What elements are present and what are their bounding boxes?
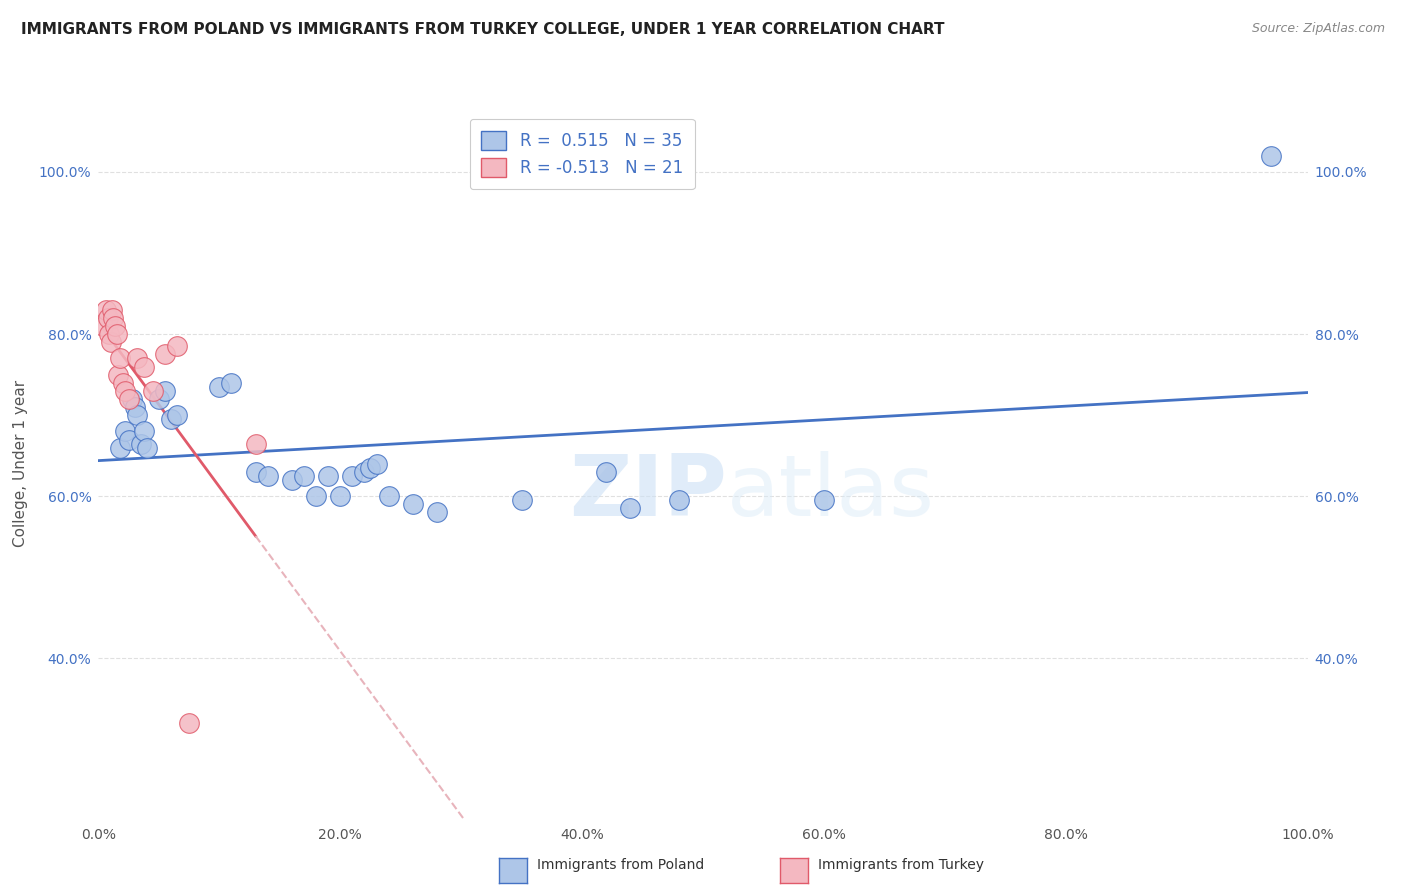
Y-axis label: College, Under 1 year: College, Under 1 year xyxy=(13,380,28,548)
Point xyxy=(292,469,315,483)
Point xyxy=(245,436,267,450)
Point xyxy=(595,465,617,479)
Point xyxy=(281,473,304,487)
Text: atlas: atlas xyxy=(727,450,935,534)
Point xyxy=(124,400,146,414)
Point xyxy=(402,497,425,511)
Point xyxy=(305,489,328,503)
Point xyxy=(668,493,690,508)
Point xyxy=(135,441,157,455)
Point xyxy=(813,493,835,508)
Point xyxy=(208,380,231,394)
Point xyxy=(94,302,117,317)
Point xyxy=(153,384,176,398)
Point xyxy=(91,318,114,333)
Point xyxy=(108,441,131,455)
Point xyxy=(179,716,201,731)
Point xyxy=(134,359,156,374)
Point xyxy=(114,425,136,439)
Point xyxy=(148,392,170,406)
Point xyxy=(353,465,375,479)
Point xyxy=(360,461,382,475)
Point xyxy=(114,384,136,398)
Text: Immigrants from Poland: Immigrants from Poland xyxy=(537,858,704,872)
Text: Immigrants from Turkey: Immigrants from Turkey xyxy=(818,858,984,872)
Text: IMMIGRANTS FROM POLAND VS IMMIGRANTS FROM TURKEY COLLEGE, UNDER 1 YEAR CORRELATI: IMMIGRANTS FROM POLAND VS IMMIGRANTS FRO… xyxy=(21,22,945,37)
Point xyxy=(619,501,641,516)
Point xyxy=(108,351,131,366)
Point xyxy=(121,392,143,406)
Point xyxy=(510,493,533,508)
Legend: R =  0.515   N = 35, R = -0.513   N = 21: R = 0.515 N = 35, R = -0.513 N = 21 xyxy=(470,119,695,189)
Point xyxy=(107,368,129,382)
Point xyxy=(104,318,127,333)
Point xyxy=(342,469,364,483)
Point xyxy=(1260,149,1282,163)
Point xyxy=(153,347,176,361)
Point xyxy=(134,425,156,439)
Point xyxy=(100,302,122,317)
Point xyxy=(118,392,141,406)
Point xyxy=(100,335,122,350)
Point xyxy=(329,489,352,503)
Point xyxy=(118,433,141,447)
Point xyxy=(166,339,188,353)
Point xyxy=(426,506,449,520)
Point xyxy=(129,436,152,450)
Point xyxy=(166,408,188,422)
Point xyxy=(127,408,149,422)
Point xyxy=(105,327,128,342)
Point xyxy=(221,376,243,390)
Point xyxy=(111,376,134,390)
Point xyxy=(377,489,399,503)
Point xyxy=(127,351,149,366)
Point xyxy=(366,457,388,471)
Point xyxy=(316,469,339,483)
Point xyxy=(97,310,120,325)
Point xyxy=(101,310,124,325)
Point xyxy=(160,412,183,426)
Point xyxy=(142,384,165,398)
Text: ZIP: ZIP xyxy=(569,450,727,534)
Point xyxy=(245,465,267,479)
Point xyxy=(98,327,121,342)
Point xyxy=(256,469,278,483)
Text: Source: ZipAtlas.com: Source: ZipAtlas.com xyxy=(1251,22,1385,36)
